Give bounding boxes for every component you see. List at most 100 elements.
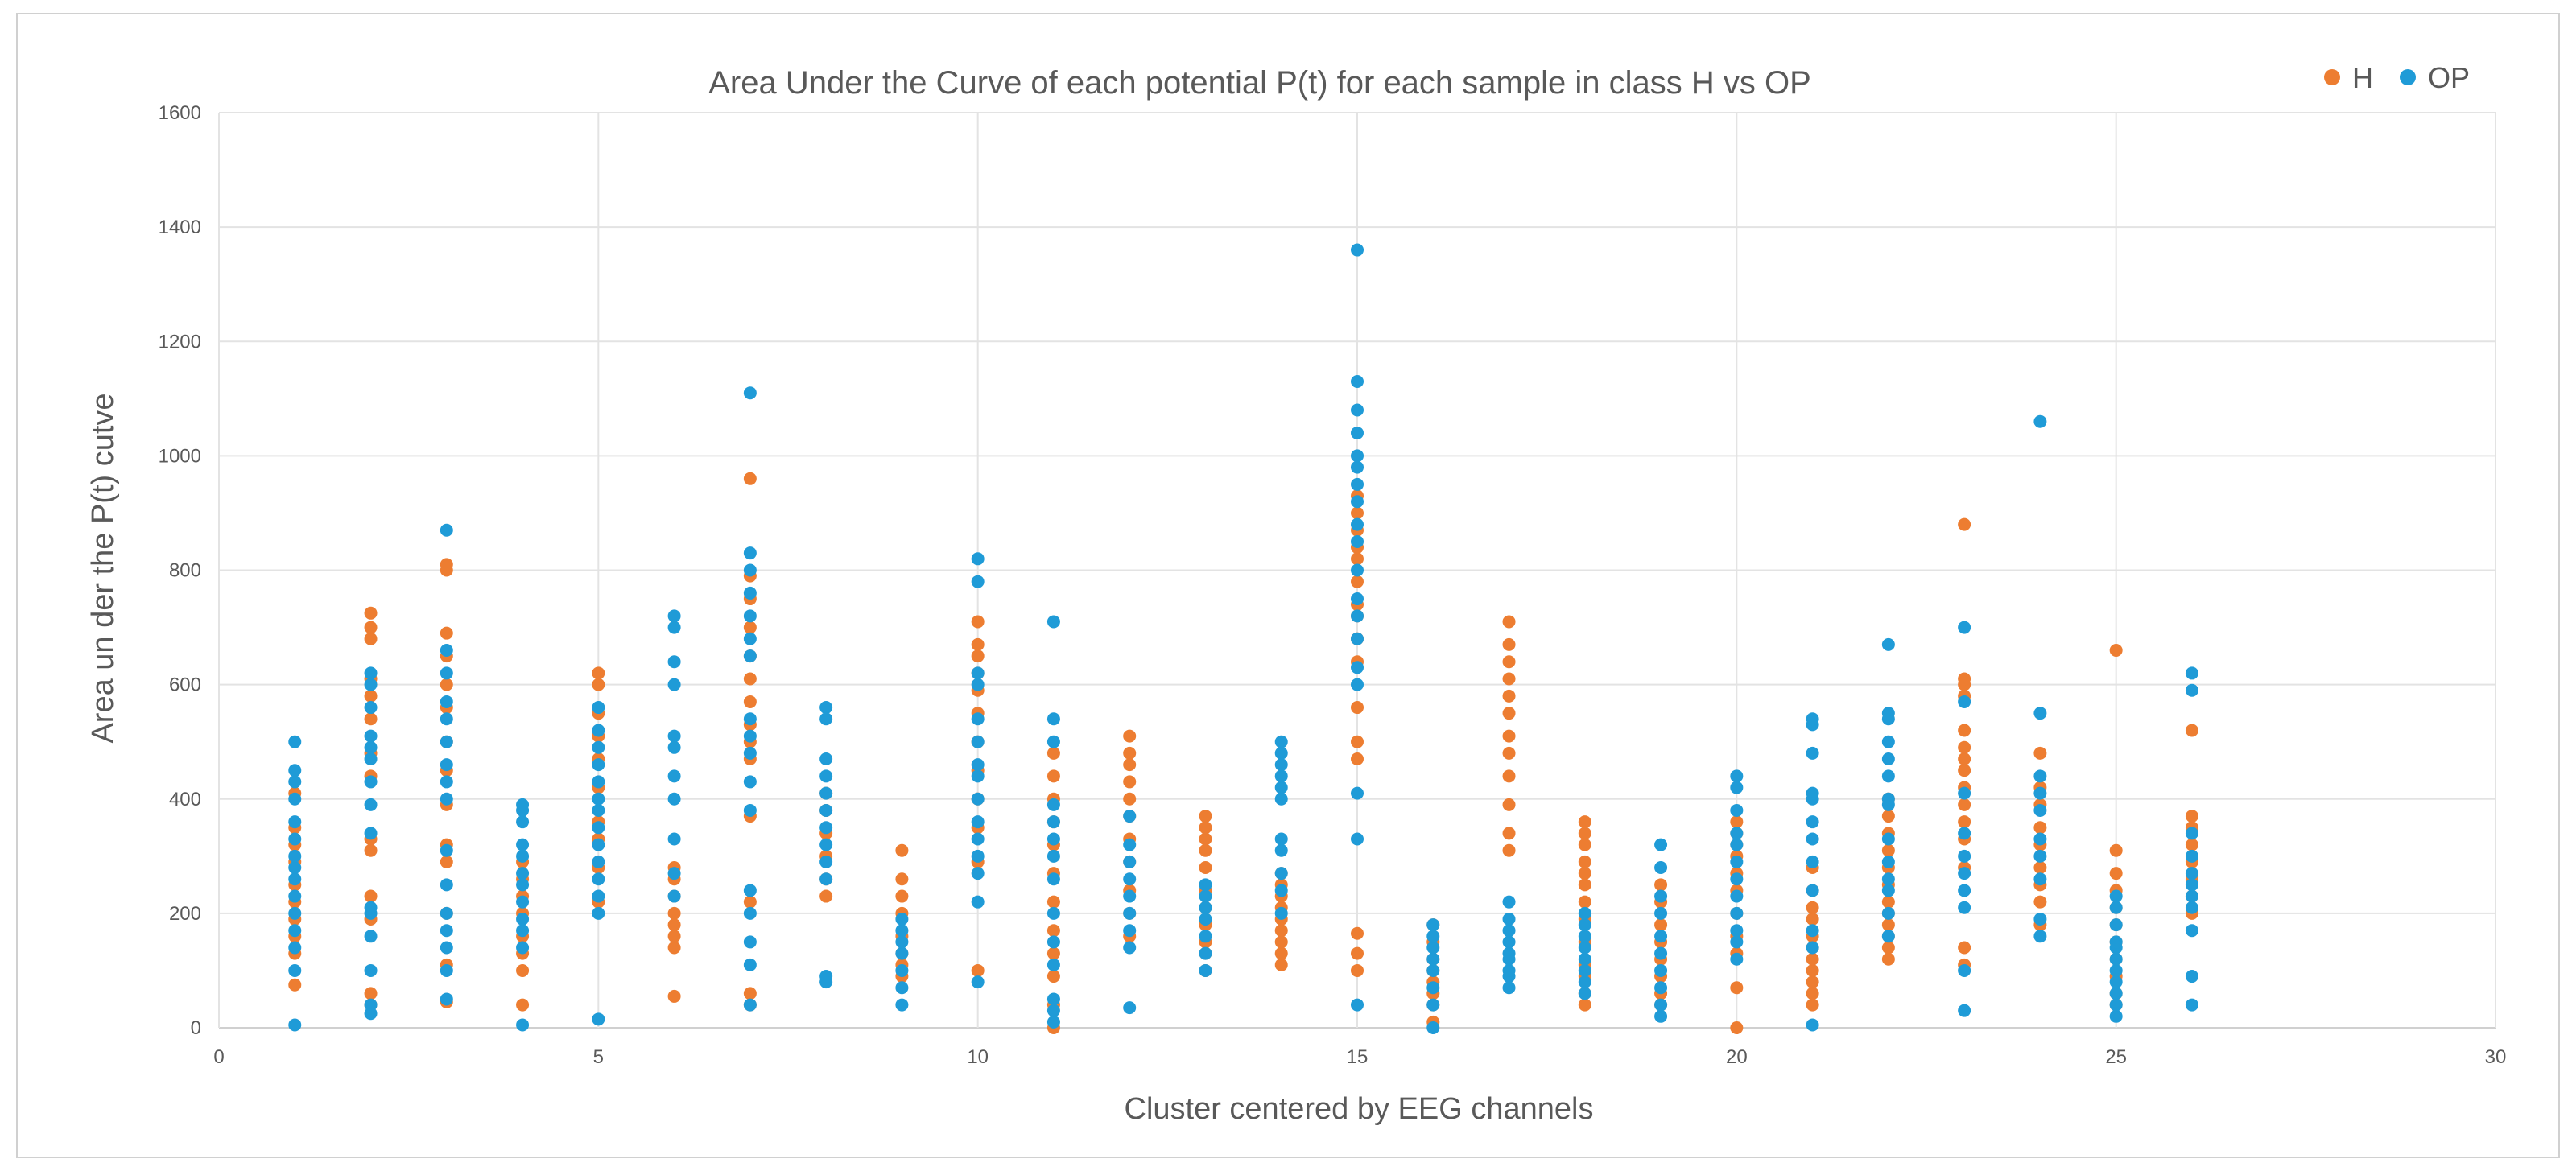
data-point-op: [1123, 838, 1137, 851]
data-point-h: [1958, 815, 1971, 829]
data-point-op: [1123, 810, 1137, 823]
data-point-op: [592, 889, 605, 903]
data-point-op: [743, 958, 757, 971]
data-point-h: [971, 963, 985, 977]
data-point-op: [1958, 901, 1971, 914]
data-point-op: [440, 878, 453, 892]
data-point-op: [971, 815, 985, 829]
data-point-h: [1958, 941, 1971, 955]
data-point-op: [819, 752, 833, 766]
data-point-h: [1502, 707, 1516, 720]
data-point-op: [516, 912, 530, 926]
data-point-op: [1046, 815, 1060, 829]
data-point-op: [667, 792, 681, 806]
data-point-h: [1046, 946, 1060, 960]
data-point-op: [1351, 495, 1364, 509]
data-point-op: [440, 523, 453, 537]
data-point-op: [1881, 930, 1895, 943]
data-point-op: [592, 701, 605, 715]
data-point-op: [2185, 867, 2198, 880]
data-point-op: [1958, 884, 1971, 897]
data-point-h: [364, 689, 378, 703]
data-point-op: [743, 729, 757, 743]
data-point-h: [667, 918, 681, 932]
data-point-h: [895, 843, 909, 857]
data-point-op: [2033, 849, 2047, 863]
data-point-op: [1654, 963, 1668, 977]
data-point-op: [592, 758, 605, 772]
data-point-op: [1654, 981, 1668, 995]
data-point-op: [1578, 930, 1591, 943]
data-point-op: [1881, 906, 1895, 920]
data-point-h: [2033, 746, 2047, 760]
data-point-op: [364, 963, 378, 977]
data-point-op: [1274, 769, 1288, 783]
data-point-op: [288, 941, 302, 955]
data-point-h: [1806, 952, 1819, 966]
data-point-op: [1351, 832, 1364, 846]
data-point-op: [1123, 855, 1137, 868]
data-point-h: [1806, 912, 1819, 926]
data-point-op: [2033, 769, 2047, 783]
legend-label-h: H: [2352, 61, 2373, 94]
data-point-op: [743, 803, 757, 817]
data-point-op: [1123, 924, 1137, 938]
data-point-h: [2109, 867, 2123, 880]
data-point-h: [1578, 895, 1591, 909]
data-point-op: [1958, 621, 1971, 634]
data-point-h: [1502, 689, 1516, 703]
data-point-h: [1199, 843, 1212, 857]
data-point-h: [2033, 861, 2047, 875]
data-point-h: [1578, 998, 1591, 1012]
data-point-h: [1502, 769, 1516, 783]
data-point-op: [1274, 781, 1288, 794]
data-point-h: [1881, 918, 1895, 932]
data-point-op: [1199, 912, 1212, 926]
data-point-op: [895, 912, 909, 926]
data-point-h: [1654, 878, 1668, 892]
data-point-op: [819, 838, 833, 851]
data-point-op: [516, 798, 530, 811]
data-point-op: [1046, 872, 1060, 886]
legend-label-op: OP: [2428, 61, 2470, 94]
data-point-op: [1578, 941, 1591, 955]
data-point-op: [1958, 1004, 1971, 1017]
data-points: [288, 243, 2198, 1034]
data-point-op: [895, 946, 909, 960]
data-point-op: [667, 678, 681, 691]
data-point-op: [1730, 769, 1744, 783]
data-point-h: [1654, 918, 1668, 932]
data-point-h: [1881, 895, 1895, 909]
data-point-h: [1351, 701, 1364, 715]
data-point-op: [1881, 884, 1895, 897]
y-axis-title: Area un der the P(t) cutve: [86, 393, 120, 743]
data-point-h: [364, 889, 378, 903]
data-point-op: [1046, 849, 1060, 863]
data-point-h: [1274, 958, 1288, 971]
data-point-h: [364, 987, 378, 1000]
data-point-op: [516, 878, 530, 892]
data-point-h: [364, 632, 378, 645]
data-point-op: [1958, 963, 1971, 977]
data-point-op: [440, 963, 453, 977]
data-point-op: [2033, 786, 2047, 800]
data-point-op: [1654, 838, 1668, 851]
data-point-op: [1578, 987, 1591, 1000]
data-point-op: [592, 1012, 605, 1026]
data-point-h: [667, 941, 681, 955]
data-point-op: [288, 775, 302, 789]
data-point-h: [516, 963, 530, 977]
data-point-op: [1730, 889, 1744, 903]
data-point-op: [1351, 609, 1364, 623]
data-point-op: [364, 798, 378, 811]
data-point-op: [743, 563, 757, 577]
data-point-op: [819, 855, 833, 868]
data-point-h: [1046, 924, 1060, 938]
data-point-op: [1578, 906, 1591, 920]
data-point-op: [1730, 935, 1744, 949]
data-point-op: [1274, 746, 1288, 760]
data-point-op: [1502, 895, 1516, 909]
data-point-h: [2109, 843, 2123, 857]
data-point-op: [288, 861, 302, 875]
